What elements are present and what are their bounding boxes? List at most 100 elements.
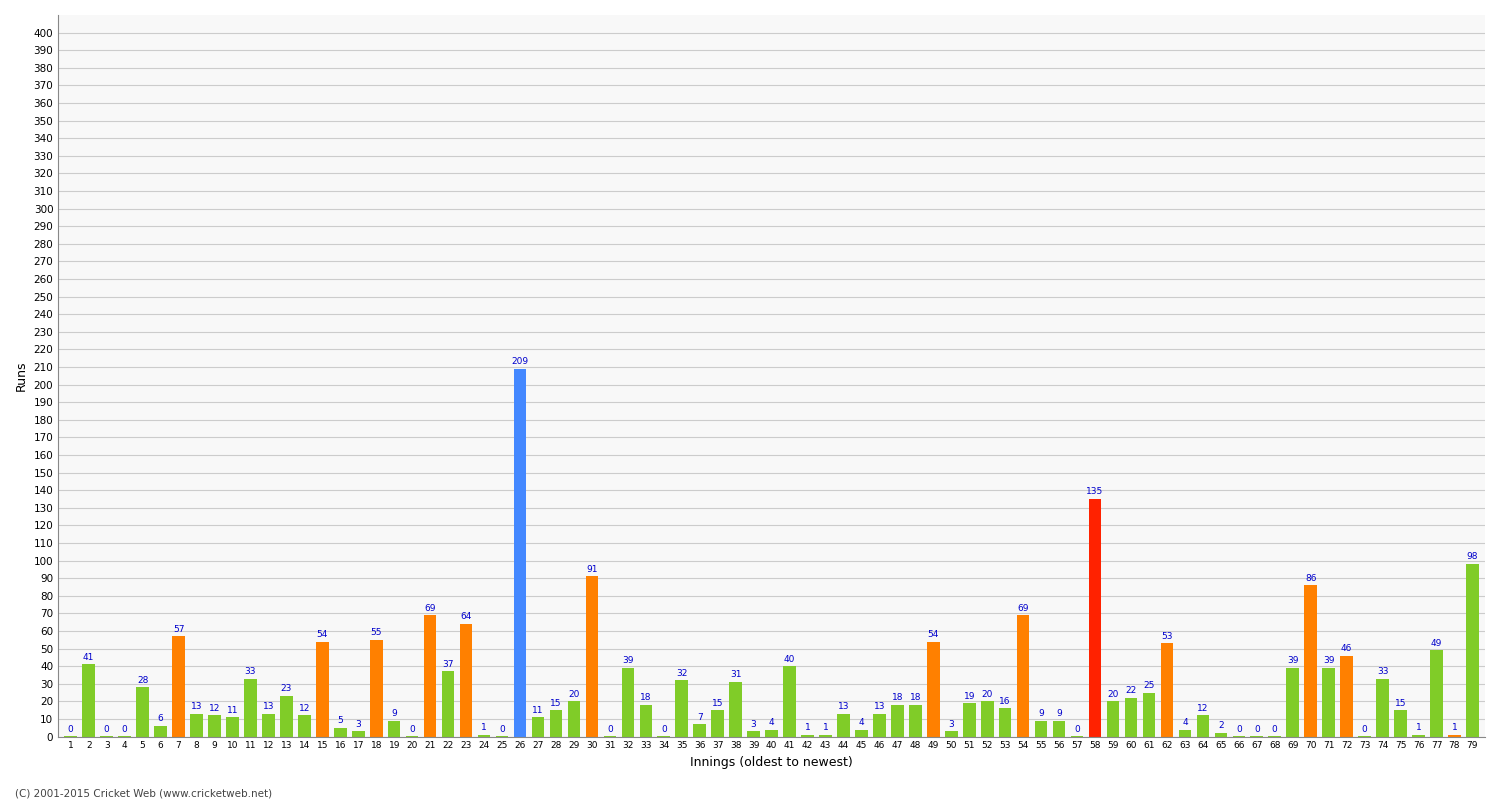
- Text: 15: 15: [550, 698, 561, 707]
- Bar: [927, 642, 939, 737]
- Text: 12: 12: [209, 704, 220, 713]
- Bar: [1305, 586, 1317, 737]
- Text: 31: 31: [730, 670, 741, 679]
- Text: 135: 135: [1086, 487, 1104, 496]
- Bar: [136, 687, 148, 737]
- Text: 0: 0: [104, 725, 110, 734]
- Text: 13: 13: [190, 702, 202, 711]
- X-axis label: Innings (oldest to newest): Innings (oldest to newest): [690, 756, 853, 769]
- Bar: [513, 369, 526, 737]
- Text: 11: 11: [532, 706, 543, 714]
- Text: (C) 2001-2015 Cricket Web (www.cricketweb.net): (C) 2001-2015 Cricket Web (www.cricketwe…: [15, 788, 272, 798]
- Bar: [1448, 735, 1461, 737]
- Bar: [1287, 668, 1299, 737]
- Text: 4: 4: [770, 718, 774, 727]
- Bar: [801, 735, 814, 737]
- Bar: [1161, 643, 1173, 737]
- Bar: [1412, 735, 1425, 737]
- Text: 23: 23: [280, 685, 292, 694]
- Bar: [334, 728, 346, 737]
- Text: 39: 39: [1287, 656, 1299, 666]
- Bar: [603, 736, 616, 737]
- Text: 1: 1: [482, 723, 488, 732]
- Bar: [316, 642, 328, 737]
- Bar: [585, 577, 598, 737]
- Text: 0: 0: [1254, 725, 1260, 734]
- Bar: [1035, 721, 1047, 737]
- Text: 1: 1: [1416, 723, 1422, 732]
- Text: 1: 1: [1452, 723, 1458, 732]
- Text: 15: 15: [1395, 698, 1407, 707]
- Text: 3: 3: [948, 720, 954, 729]
- Text: 15: 15: [712, 698, 723, 707]
- Bar: [1395, 710, 1407, 737]
- Bar: [370, 640, 382, 737]
- Text: 41: 41: [82, 653, 94, 662]
- Bar: [442, 671, 454, 737]
- Text: 98: 98: [1467, 553, 1478, 562]
- Text: 22: 22: [1125, 686, 1137, 695]
- Bar: [549, 710, 562, 737]
- Text: 69: 69: [1017, 603, 1029, 613]
- Text: 25: 25: [1143, 681, 1155, 690]
- Text: 57: 57: [172, 625, 184, 634]
- Bar: [1430, 650, 1443, 737]
- Bar: [478, 735, 490, 737]
- Text: 6: 6: [158, 714, 164, 723]
- Y-axis label: Runs: Runs: [15, 361, 28, 391]
- Text: 0: 0: [662, 725, 666, 734]
- Bar: [1341, 656, 1353, 737]
- Bar: [226, 718, 238, 737]
- Text: 9: 9: [1038, 709, 1044, 718]
- Bar: [298, 715, 310, 737]
- Bar: [963, 703, 975, 737]
- Bar: [1107, 702, 1119, 737]
- Text: 33: 33: [1377, 667, 1389, 676]
- Text: 13: 13: [837, 702, 849, 711]
- Text: 32: 32: [676, 669, 687, 678]
- Bar: [1466, 564, 1479, 737]
- Bar: [747, 731, 760, 737]
- Text: 18: 18: [891, 694, 903, 702]
- Bar: [1359, 736, 1371, 737]
- Text: 9: 9: [392, 709, 398, 718]
- Bar: [1377, 678, 1389, 737]
- Text: 0: 0: [1272, 725, 1278, 734]
- Text: 20: 20: [568, 690, 579, 698]
- Bar: [945, 731, 957, 737]
- Bar: [1053, 721, 1065, 737]
- Text: 19: 19: [963, 691, 975, 701]
- Text: 64: 64: [460, 612, 472, 622]
- Text: 13: 13: [873, 702, 885, 711]
- Text: 86: 86: [1305, 574, 1317, 582]
- Text: 20: 20: [981, 690, 993, 698]
- Bar: [819, 735, 833, 737]
- Bar: [82, 665, 94, 737]
- Text: 18: 18: [640, 694, 651, 702]
- Text: 1: 1: [804, 723, 810, 732]
- Bar: [891, 705, 903, 737]
- Text: 0: 0: [500, 725, 506, 734]
- Text: 3: 3: [750, 720, 756, 729]
- Text: 0: 0: [1236, 725, 1242, 734]
- Bar: [209, 715, 220, 737]
- Bar: [244, 678, 256, 737]
- Text: 33: 33: [244, 667, 256, 676]
- Text: 40: 40: [784, 654, 795, 663]
- Text: 5: 5: [338, 716, 344, 725]
- Text: 0: 0: [410, 725, 416, 734]
- Text: 4: 4: [1182, 718, 1188, 727]
- Text: 2: 2: [1218, 722, 1224, 730]
- Bar: [64, 736, 76, 737]
- Bar: [1323, 668, 1335, 737]
- Bar: [621, 668, 634, 737]
- Bar: [837, 714, 850, 737]
- Text: 46: 46: [1341, 644, 1353, 653]
- Text: 7: 7: [698, 713, 702, 722]
- Bar: [118, 736, 130, 737]
- Text: 9: 9: [1056, 709, 1062, 718]
- Text: 54: 54: [927, 630, 939, 639]
- Bar: [406, 736, 418, 737]
- Bar: [460, 624, 472, 737]
- Bar: [1125, 698, 1137, 737]
